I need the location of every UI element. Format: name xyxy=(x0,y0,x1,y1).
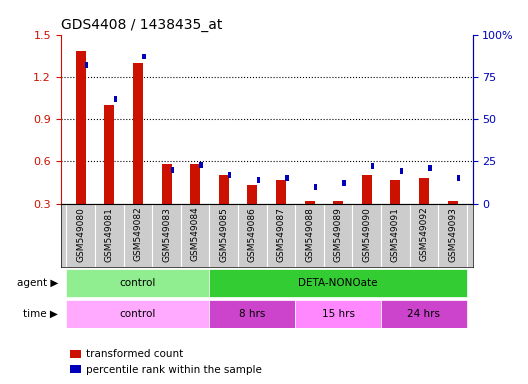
Text: GDS4408 / 1438435_at: GDS4408 / 1438435_at xyxy=(61,18,222,32)
Bar xyxy=(390,180,400,204)
Text: GSM549084: GSM549084 xyxy=(191,207,200,262)
Bar xyxy=(228,172,231,178)
Bar xyxy=(162,164,172,204)
Bar xyxy=(371,164,374,169)
Text: GSM549093: GSM549093 xyxy=(448,207,457,262)
Bar xyxy=(400,169,403,174)
Bar xyxy=(142,53,146,60)
Bar xyxy=(305,201,315,204)
Bar xyxy=(67,270,210,297)
Text: 24 hrs: 24 hrs xyxy=(408,309,440,319)
Text: GSM549080: GSM549080 xyxy=(76,207,85,262)
Text: GSM549083: GSM549083 xyxy=(162,207,171,262)
Text: 15 hrs: 15 hrs xyxy=(322,309,355,319)
Bar xyxy=(381,300,467,328)
Bar xyxy=(448,201,458,204)
Text: GSM549092: GSM549092 xyxy=(419,207,428,262)
Text: GSM549082: GSM549082 xyxy=(134,207,143,262)
Bar xyxy=(333,201,343,204)
Text: GSM549088: GSM549088 xyxy=(305,207,314,262)
Bar xyxy=(67,300,210,328)
Text: GSM549090: GSM549090 xyxy=(362,207,371,262)
Bar xyxy=(105,105,115,204)
Bar xyxy=(257,177,260,183)
Text: 8 hrs: 8 hrs xyxy=(239,309,266,319)
Text: GSM549081: GSM549081 xyxy=(105,207,114,262)
Bar xyxy=(210,270,467,297)
Bar xyxy=(114,96,117,102)
Bar xyxy=(171,167,174,173)
Text: time ▶: time ▶ xyxy=(23,309,58,319)
Bar xyxy=(314,184,317,190)
Text: GSM549087: GSM549087 xyxy=(277,207,286,262)
Text: control: control xyxy=(120,309,156,319)
Bar xyxy=(133,63,143,204)
Bar xyxy=(295,300,381,328)
Text: GSM549085: GSM549085 xyxy=(219,207,228,262)
Bar xyxy=(190,164,200,204)
Bar xyxy=(247,185,257,204)
Bar xyxy=(85,62,89,68)
Text: DETA-NONOate: DETA-NONOate xyxy=(298,278,378,288)
Text: GSM549089: GSM549089 xyxy=(334,207,343,262)
Bar xyxy=(419,178,429,204)
Text: GSM549086: GSM549086 xyxy=(248,207,257,262)
Bar xyxy=(219,175,229,204)
Bar xyxy=(200,162,203,167)
Bar xyxy=(362,175,372,204)
Text: agent ▶: agent ▶ xyxy=(17,278,58,288)
Bar xyxy=(276,180,286,204)
Text: GSM549091: GSM549091 xyxy=(391,207,400,262)
Bar xyxy=(76,51,86,204)
Bar xyxy=(285,175,289,181)
Bar xyxy=(457,175,460,181)
Bar xyxy=(343,180,346,186)
Legend: transformed count, percentile rank within the sample: transformed count, percentile rank withi… xyxy=(66,345,266,379)
Bar xyxy=(428,165,432,171)
Text: control: control xyxy=(120,278,156,288)
Bar xyxy=(210,300,295,328)
